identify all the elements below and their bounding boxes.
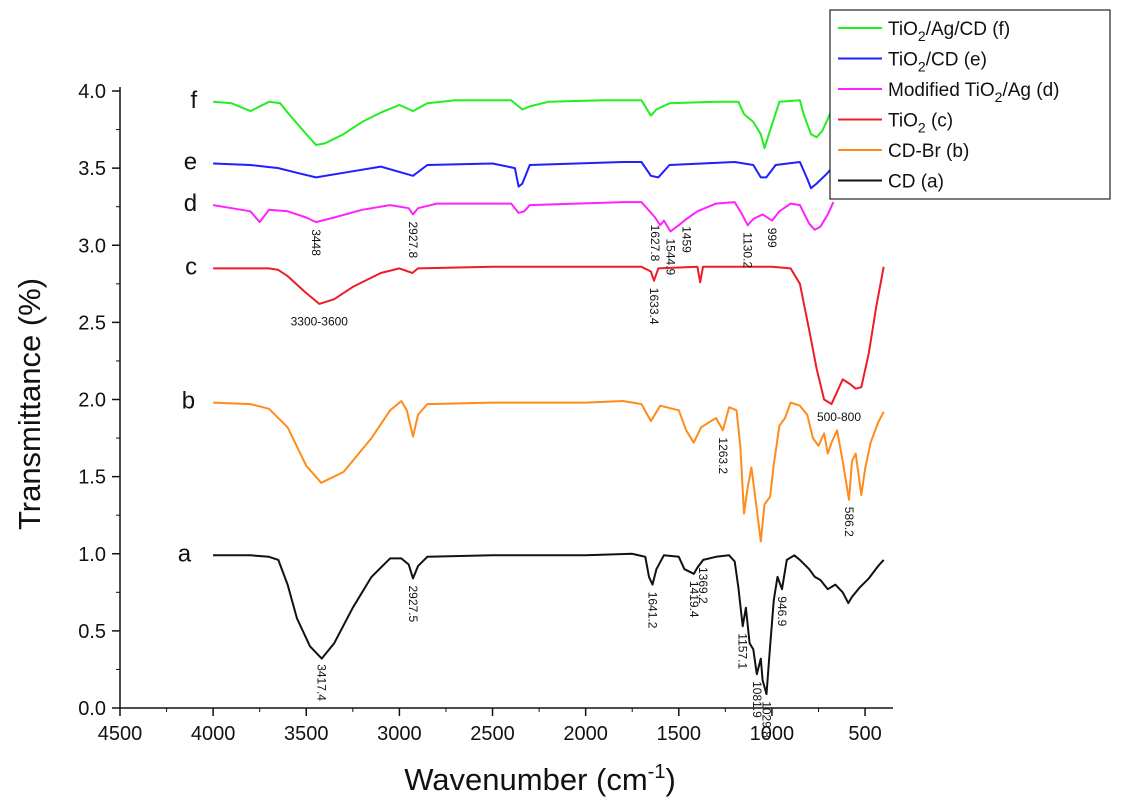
curve-letters: f ed c b a xyxy=(178,87,198,567)
peak-annotation: 2927.8 xyxy=(406,222,420,259)
x-tick-label: 3000 xyxy=(377,723,422,745)
x-tick-label: 2500 xyxy=(470,723,515,745)
peak-annotation: 1369.2 xyxy=(696,567,710,604)
peak-annotation: 1627.8 xyxy=(648,225,662,262)
x-axis-label: Wavenumber (cm-1) xyxy=(404,761,676,797)
x-tick-label: 1000 xyxy=(750,723,795,745)
x-tick-label: 500 xyxy=(848,723,881,745)
legend: TiO2/Ag/CD (f) TiO2/CD (e) Modified TiO2/A… xyxy=(829,9,1111,200)
y-axis-label: Transmittance (%) xyxy=(12,278,47,530)
legend-label-e: TiO2/CD (e) xyxy=(888,50,987,75)
series-line-f xyxy=(213,99,837,150)
peak-annotation: 3300-3600 xyxy=(291,314,349,328)
series-line-c xyxy=(213,265,885,406)
peak-annotation: 586.2 xyxy=(842,507,856,537)
peak-annotation: 946.9 xyxy=(775,596,789,626)
curve-letter-d: d xyxy=(184,190,197,217)
legend-label-d: Modified TiO2/Ag (d) xyxy=(888,80,1059,105)
legend-label-b: CD-Br (b) xyxy=(888,141,969,162)
peak-annotation: 2927.5 xyxy=(406,586,420,623)
curve-letter-a: a xyxy=(178,540,192,567)
x-tick-label: 4500 xyxy=(98,723,143,745)
series-line-b xyxy=(213,400,885,543)
y-tick-label: 2.5 xyxy=(78,312,106,334)
peak-annotation: 500-800 xyxy=(817,410,861,424)
y-tick-label: 0.5 xyxy=(78,621,106,643)
legend-box xyxy=(829,9,1111,200)
x-axis-label-tail: ) xyxy=(665,762,675,797)
peak-annotations: 3448 2927.8 1627.8 1544.9 1459 1130.2 999 3300-… xyxy=(291,222,862,739)
y-tick-label: 3.5 xyxy=(78,158,106,180)
y-tick-label: 4.0 xyxy=(78,81,106,103)
curve-letter-e: e xyxy=(184,148,197,175)
legend-label-c: TiO2 (c) xyxy=(888,111,953,136)
x-tick-label: 1500 xyxy=(657,723,702,745)
curve-letter-c: c xyxy=(185,253,197,280)
peak-annotation: 1263.2 xyxy=(716,437,730,474)
y-tick-label: 1.0 xyxy=(78,544,106,566)
peak-annotation: 1130.2 xyxy=(741,232,755,268)
peak-annotation: 999 xyxy=(765,228,779,248)
peak-annotation: 1029.8 xyxy=(760,701,774,738)
y-tick-label: 2.0 xyxy=(78,390,106,412)
x-tick-label: 2000 xyxy=(563,723,608,745)
x-tick-label: 4000 xyxy=(191,723,236,745)
series-line-d xyxy=(212,201,835,233)
peak-annotation: 1419.4 xyxy=(687,581,701,618)
legend-label-a: CD (a) xyxy=(888,172,944,193)
peak-annotation: 3448 xyxy=(309,229,323,256)
legend-label-f: TiO2/Ag/CD (f) xyxy=(888,19,1010,44)
y-tick-label: 1.5 xyxy=(78,467,106,489)
x-tick-label: 3500 xyxy=(284,723,329,745)
series-line-e xyxy=(213,161,837,190)
x-axis-label-sup: -1 xyxy=(648,761,666,783)
x-axis-label-main: Wavenumber (cm xyxy=(404,762,647,797)
curve-letter-f: f xyxy=(190,87,197,114)
series-line-a xyxy=(213,552,885,696)
peak-annotation: 1641.2 xyxy=(646,592,660,629)
peak-annotation: 1633.4 xyxy=(647,288,661,325)
plot-area xyxy=(212,99,885,696)
axes: 4500 4000 3500 3000 2500 2000 1500 1000 500 0.0 0.… xyxy=(78,81,893,745)
peak-annotation: 3417.4 xyxy=(315,664,329,701)
peak-annotation: 1081.9 xyxy=(750,681,764,718)
y-tick-label: 0.0 xyxy=(78,698,106,720)
peak-annotation: 1459 xyxy=(679,226,693,253)
peak-annotation: 1544.9 xyxy=(663,239,677,276)
y-tick-label: 3.0 xyxy=(78,235,106,257)
peak-annotation: 1157.1 xyxy=(736,633,750,669)
curve-letter-b: b xyxy=(182,388,195,415)
